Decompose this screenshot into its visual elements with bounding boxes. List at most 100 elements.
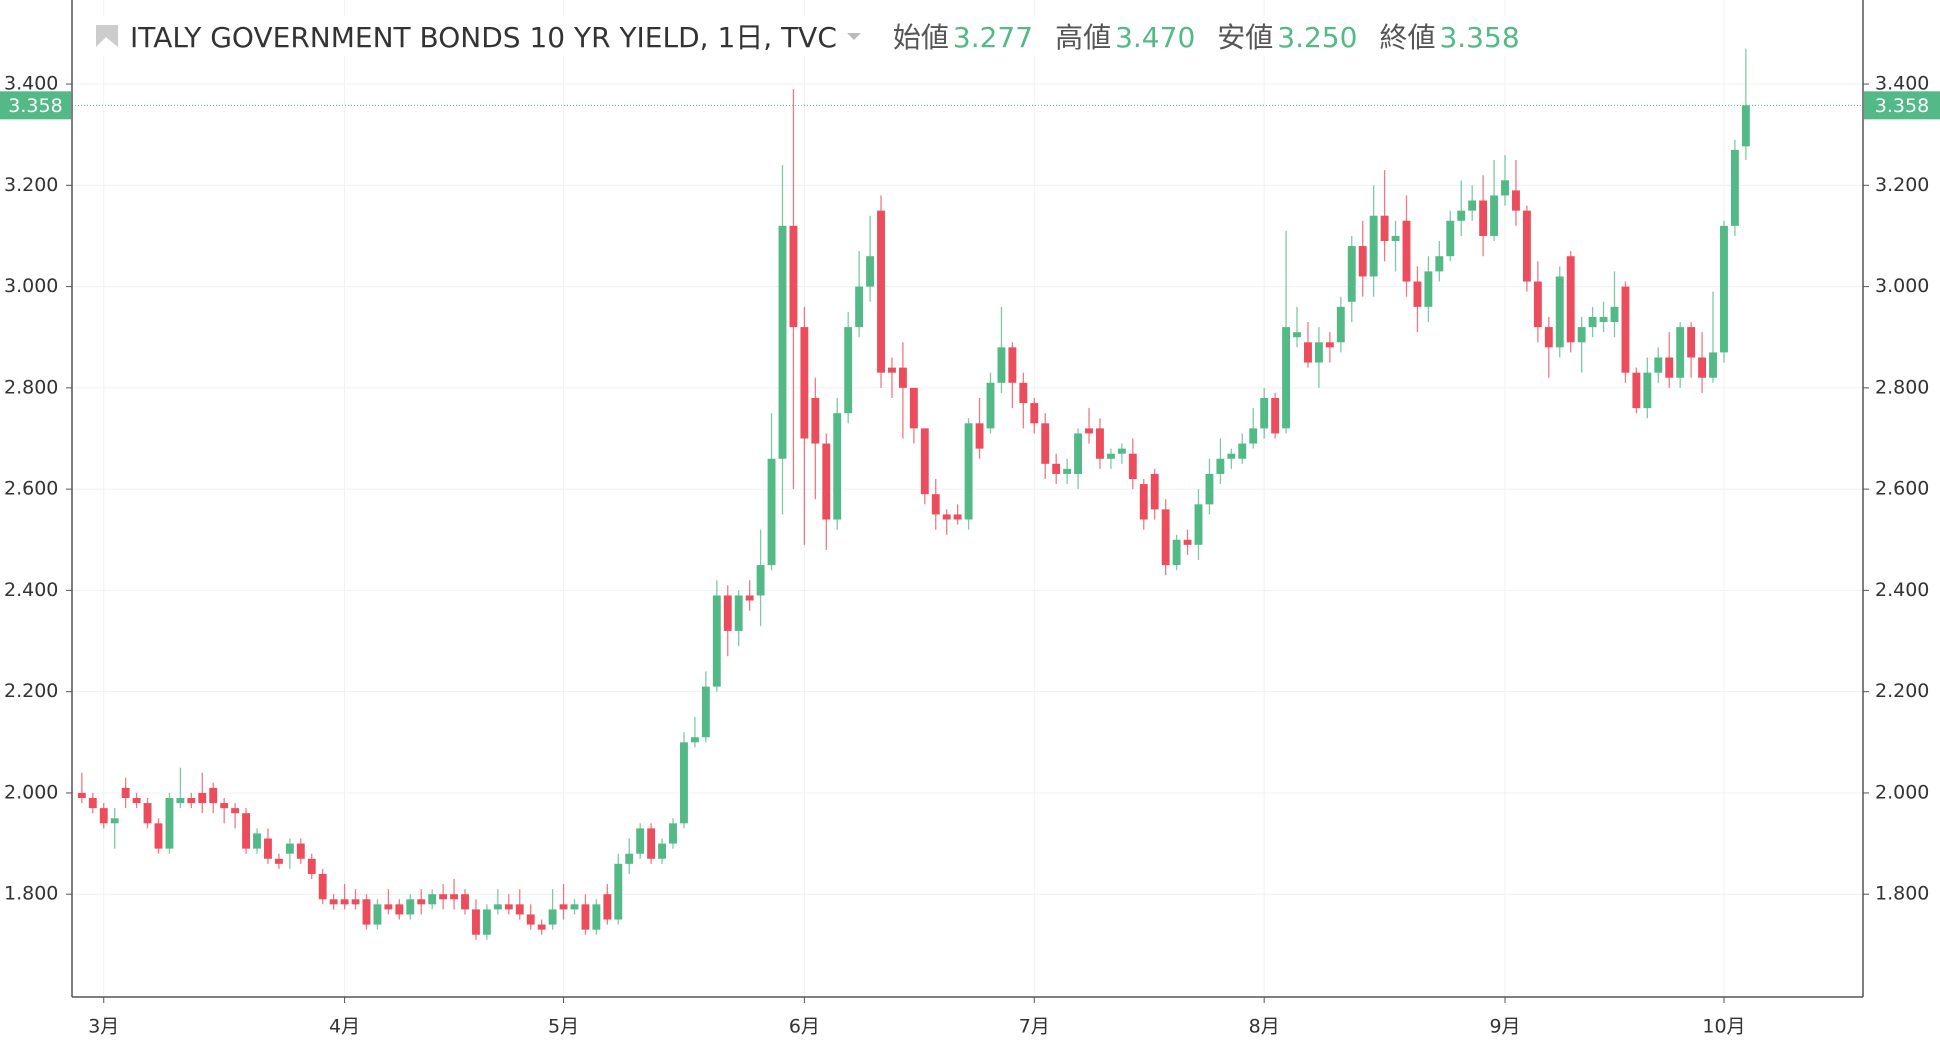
candle-body xyxy=(504,904,513,910)
candle-body xyxy=(1676,327,1685,378)
candle-body xyxy=(866,256,875,287)
candle-body xyxy=(778,225,787,459)
candle-body xyxy=(690,737,699,743)
candle-body xyxy=(176,798,185,804)
candle-body xyxy=(1730,149,1739,226)
chart-title: ITALY GOVERNMENT BONDS 10 YR YIELD, 1日, … xyxy=(130,21,837,54)
y-tick-label: 2.800 xyxy=(1875,376,1929,398)
candle-body xyxy=(942,514,951,520)
y-tick-label: 3.200 xyxy=(4,174,58,196)
candle-body xyxy=(1369,215,1378,277)
candle-body xyxy=(1687,327,1696,358)
ohlc-item: 終値 3.358 xyxy=(1379,16,1519,56)
ohlc-label: 高値 xyxy=(1055,21,1112,54)
y-tick-label: 3.000 xyxy=(1875,275,1929,297)
x-tick-label: 10月 xyxy=(1702,1016,1745,1038)
candle-body xyxy=(1501,180,1509,196)
candle-body xyxy=(1468,200,1477,211)
ohlc-label: 安値 xyxy=(1217,21,1274,54)
candle-body xyxy=(1161,509,1170,566)
candle-body xyxy=(734,595,743,631)
candle-body xyxy=(1358,246,1367,277)
candle-body xyxy=(877,210,885,373)
ohlc-value: 3.358 xyxy=(1439,21,1520,54)
y-tick-label: 2.000 xyxy=(4,781,58,803)
ohlc-label: 始値 xyxy=(892,21,949,54)
ohlc-value: 3.277 xyxy=(952,21,1034,54)
candle-body xyxy=(1063,468,1072,474)
candle-body xyxy=(1336,306,1345,343)
candle-body xyxy=(121,787,130,799)
candle-body xyxy=(406,899,415,915)
candle-body xyxy=(1544,327,1553,348)
y-tick-label: 1.800 xyxy=(1875,883,1929,905)
candle-body xyxy=(198,792,207,804)
candle-body xyxy=(1709,352,1717,378)
ohlc-value: 3.250 xyxy=(1277,21,1358,54)
x-tick-label: 9月 xyxy=(1489,1016,1520,1038)
candle-body xyxy=(1413,281,1422,307)
candle-body xyxy=(1566,256,1575,343)
candle-body xyxy=(395,904,404,915)
candle-body xyxy=(1588,316,1597,328)
candle-body xyxy=(88,798,97,809)
candle-body xyxy=(986,382,995,429)
candle-body xyxy=(680,742,688,824)
candle-body xyxy=(1216,458,1225,474)
candle-body xyxy=(548,909,557,925)
candle-body xyxy=(1490,195,1499,236)
candle-body xyxy=(1654,357,1663,373)
candle-body xyxy=(833,413,842,520)
candle-body xyxy=(1555,276,1564,348)
candle-body xyxy=(1194,504,1203,545)
candle-body xyxy=(614,863,623,920)
candle-body xyxy=(964,423,973,520)
candle-body xyxy=(1282,327,1291,429)
x-tick-label: 3月 xyxy=(88,1016,119,1038)
candle-body xyxy=(1117,448,1126,454)
candle-body xyxy=(384,904,393,910)
y-tick-label: 3.400 xyxy=(4,73,58,95)
candle-body xyxy=(1019,382,1028,404)
candle-body xyxy=(1052,463,1061,474)
candle-body xyxy=(450,894,459,900)
candle-body xyxy=(1238,443,1247,459)
candle-body xyxy=(417,899,426,905)
y-tick-label: 2.200 xyxy=(1875,680,1929,702)
candle-body xyxy=(461,894,469,910)
candle-body xyxy=(811,397,820,444)
candle-body xyxy=(526,914,535,925)
dropdown-caret[interactable] xyxy=(846,32,861,40)
candle-body xyxy=(800,327,809,439)
axis-mask-right xyxy=(1863,0,1940,1048)
candle-body xyxy=(482,909,491,935)
candle-body xyxy=(231,808,240,814)
candle-body xyxy=(822,443,831,520)
candle-body xyxy=(636,828,645,854)
candle-body xyxy=(1512,190,1520,211)
axis-mask-bottom xyxy=(0,997,1940,1048)
candle-body xyxy=(789,225,798,328)
candle-body xyxy=(1293,332,1301,338)
candle-body xyxy=(1041,423,1050,464)
candle-body xyxy=(1665,357,1674,378)
candle-body xyxy=(1599,316,1608,323)
candle-body xyxy=(439,894,448,900)
candle-body xyxy=(975,423,984,449)
candle-body xyxy=(1435,256,1444,272)
candle-body xyxy=(1249,428,1258,444)
candle-body xyxy=(493,904,502,910)
candle-body xyxy=(154,823,163,849)
candle-body xyxy=(351,899,360,905)
y-tick-label: 2.600 xyxy=(1875,478,1929,500)
y-tick-label: 2.600 xyxy=(4,478,58,500)
candle-body xyxy=(756,565,765,596)
candle-body xyxy=(570,904,579,910)
y-tick-label: 2.800 xyxy=(4,376,58,398)
candle-body xyxy=(1325,342,1334,348)
candle-body xyxy=(1402,220,1411,282)
candle-body xyxy=(701,686,710,738)
ohlc-item: 高値 3.470 xyxy=(1055,16,1195,56)
x-tick-label: 8月 xyxy=(1249,1016,1280,1038)
candle-body xyxy=(1106,453,1115,459)
